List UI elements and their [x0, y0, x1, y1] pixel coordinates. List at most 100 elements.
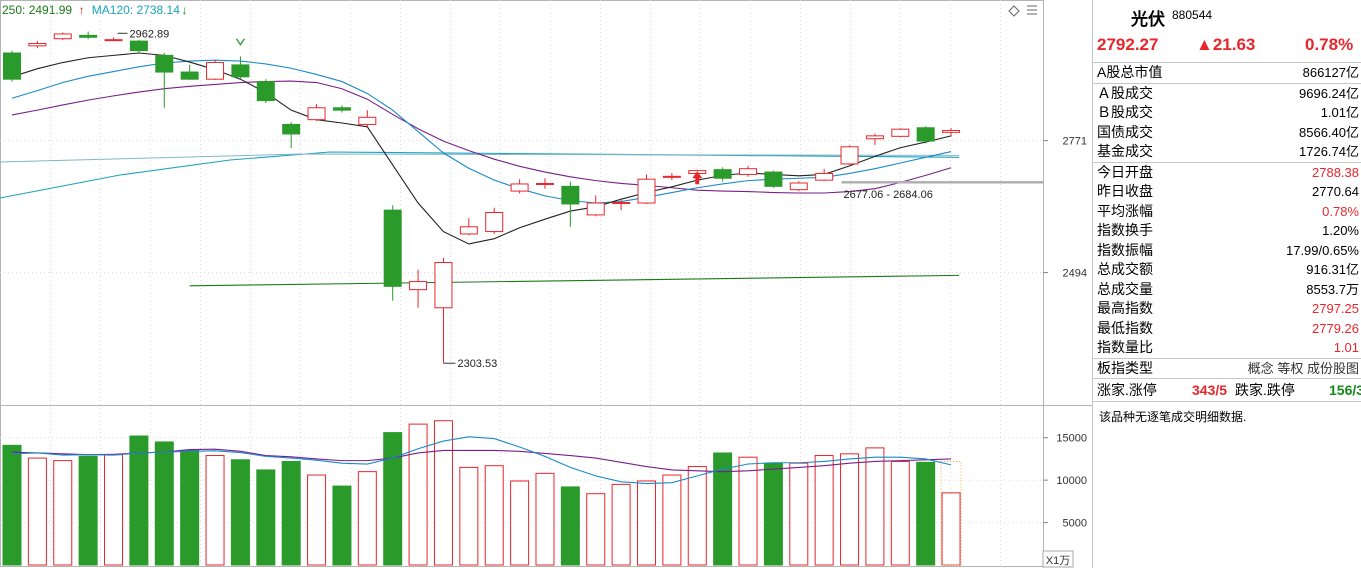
volume-bar: [230, 459, 250, 566]
index-stat-value: 2788.38: [1312, 164, 1359, 180]
price-change-pct: 0.78%: [1305, 35, 1354, 54]
volume-bar: [484, 465, 504, 566]
index-stat-row: 最高指数 2797.25: [1093, 299, 1361, 319]
volume-bar: [586, 493, 606, 566]
volume-unit-label: X1万: [1046, 555, 1070, 567]
candle: [815, 168, 834, 182]
candle: [282, 122, 301, 149]
menu-icon[interactable]: [1027, 5, 1037, 15]
ma-short-line: [11, 52, 952, 245]
volume-bar: [865, 447, 885, 566]
candle: [53, 32, 72, 41]
volume-bar: [687, 466, 707, 566]
candle: [206, 60, 225, 81]
candle: [231, 56, 250, 80]
volume-forecast-box: [940, 460, 962, 566]
index-stat-row: 指数换手 1.20%: [1093, 221, 1361, 241]
volume-bar: [408, 423, 428, 566]
ma-legend-label: MA120: 2738.14: [92, 3, 180, 17]
volume-bar: [510, 480, 530, 566]
decline-label: 跌家.跌停: [1235, 382, 1295, 398]
advance-value: 343/5: [1192, 382, 1228, 398]
turnover-label: Ｂ股成交: [1097, 104, 1153, 120]
candle: [459, 218, 478, 236]
y-tick-label: 2771: [1063, 136, 1087, 148]
candle: [916, 126, 935, 144]
index-stat-row: 总成交额 916.31亿: [1093, 260, 1361, 280]
index-stat-label: 最高指数: [1097, 300, 1153, 316]
turnover-label: 国债成交: [1097, 123, 1153, 140]
candle-body: [383, 209, 402, 287]
candle-body: [358, 116, 377, 125]
index-stat-row: 指数振幅 17.99/0.65%: [1093, 241, 1361, 261]
turnover-label: 基金成交: [1097, 143, 1153, 159]
ma60-line: [0, 153, 960, 163]
candle: [840, 145, 859, 165]
candle-body: [713, 169, 732, 179]
volume-tick-label: 15000: [1056, 433, 1087, 445]
turnover-row: Ａ股成交 9696.24亿: [1093, 84, 1361, 104]
candle-body: [307, 107, 326, 121]
volume-bar: [535, 472, 555, 566]
volume-bar: [129, 435, 149, 566]
turnover-value: 1726.74亿: [1299, 144, 1359, 159]
index-stat-value: 17.99/0.65%: [1285, 242, 1359, 258]
candle-body: [612, 202, 631, 205]
ma250-line: [189, 274, 960, 287]
volume-bar: [611, 483, 631, 566]
index-stat-label: 指数换手: [1097, 222, 1153, 238]
board-type-row: 板指类型 概念 等权 成份股图: [1093, 359, 1361, 379]
index-stat-label: 昨日收盘: [1097, 183, 1153, 199]
candle-body: [485, 212, 504, 233]
candle: [3, 50, 21, 82]
index-stat-label: 最低指数: [1097, 319, 1153, 336]
candle: [79, 31, 98, 40]
index-stat-value: 8553.7万: [1306, 281, 1359, 297]
volume-bar: [763, 462, 783, 566]
ma-long-line: [11, 80, 952, 194]
volume-bar: [916, 461, 936, 566]
volume-bar: [814, 455, 834, 566]
price-change: ▲21.63: [1196, 35, 1256, 54]
candle: [739, 165, 758, 177]
y-tick-label: 2494: [1063, 268, 1087, 280]
candle-body: [586, 202, 605, 216]
index-stat-row: 今日开盘 2788.38: [1093, 163, 1361, 183]
diamond-icon: [1008, 5, 1020, 17]
candle-body: [535, 182, 554, 185]
index-stat-label: 总成交额: [1097, 261, 1153, 277]
volume-bar: [662, 474, 682, 566]
candle-body: [764, 171, 783, 187]
index-stats-section: 今日开盘 2788.38 昨日收盘 2770.64 平均涨幅 0.78% 指数换手 1.20%…: [1093, 163, 1361, 359]
candle: [104, 37, 123, 42]
candle-body: [891, 128, 910, 137]
candle: [155, 53, 174, 108]
kline-chart[interactable]: 2771 2494 15000 10000 5000 X1万 2962.89 2303.53 2…: [0, 0, 1092, 568]
volume-bar: [154, 441, 174, 566]
candle: [129, 40, 148, 53]
volume-bar: [637, 480, 656, 566]
candle-body: [206, 62, 225, 80]
candle: [764, 170, 783, 188]
turnover-value: 1.01亿: [1320, 105, 1359, 120]
candle-body: [256, 81, 275, 102]
volume-bar: [332, 485, 352, 566]
candle-body: [561, 185, 580, 205]
candle: [789, 181, 808, 192]
turnover-section: Ａ股成交 9696.24亿 Ｂ股成交 1.01亿 国债成交 8566.40亿 基金成交 172…: [1093, 84, 1361, 163]
candle-body: [815, 172, 834, 181]
candle: [383, 205, 402, 301]
candle-body: [231, 64, 250, 78]
volume-bar: [560, 486, 580, 566]
sell-signal-icon: [235, 38, 245, 46]
candle-body: [180, 71, 199, 80]
chart-area[interactable]: 2771 2494 15000 10000 5000 X1万 2962.89 2303.53 2…: [0, 0, 1092, 568]
index-stat-row: 平均涨幅 0.78%: [1093, 202, 1361, 222]
candle-body: [865, 135, 884, 140]
index-stat-value: 0.78%: [1322, 203, 1359, 219]
ma-mid-line: [11, 59, 952, 204]
board-type-value[interactable]: 概念 等权 成份股图: [1247, 360, 1359, 376]
index-stat-value: 2797.25: [1312, 301, 1359, 316]
volume-bar: [789, 462, 809, 566]
market-cap-label: A股总市值: [1097, 64, 1163, 80]
